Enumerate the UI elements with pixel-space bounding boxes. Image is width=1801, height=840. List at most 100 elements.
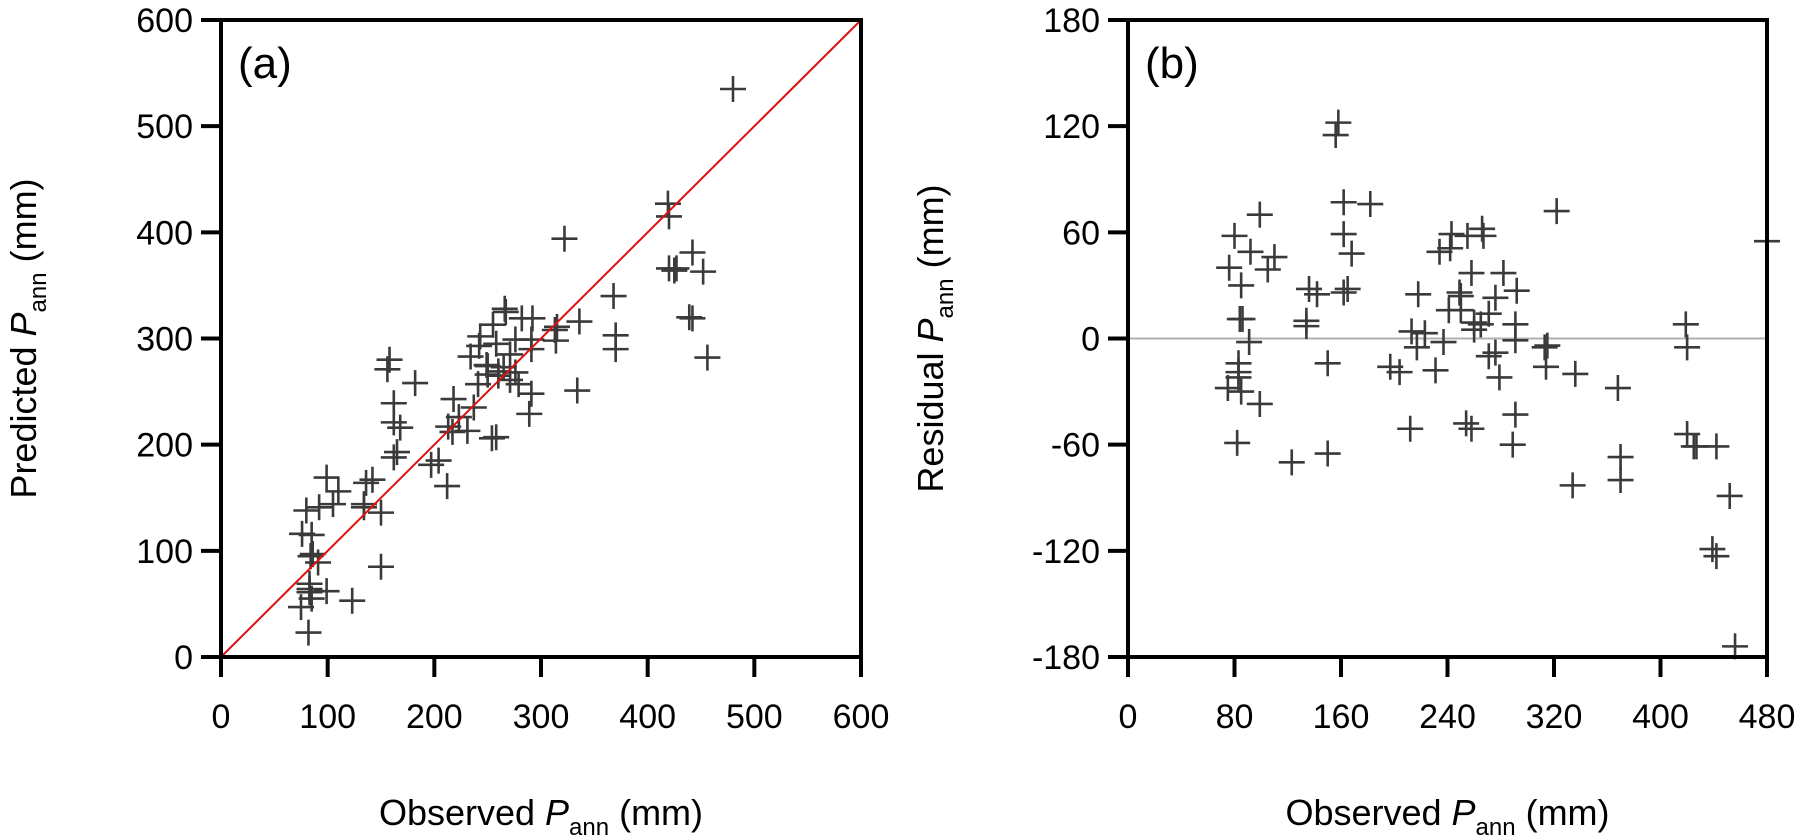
data-point-marker bbox=[1261, 244, 1288, 271]
data-point-marker bbox=[1398, 318, 1425, 345]
x-tick-label: 0 bbox=[1119, 698, 1138, 736]
data-point-marker bbox=[1607, 444, 1634, 471]
data-point-marker bbox=[1338, 240, 1365, 267]
y-tick-label: 200 bbox=[136, 427, 193, 465]
data-point-marker bbox=[353, 469, 380, 496]
data-point-marker bbox=[306, 494, 333, 521]
y-title-prefix: Residual bbox=[910, 342, 951, 492]
data-point-marker bbox=[387, 414, 414, 441]
y-title-italic: P bbox=[3, 312, 44, 336]
data-point-marker bbox=[497, 341, 524, 368]
y-title-suffix: (mm) bbox=[3, 178, 44, 272]
data-point-marker bbox=[564, 377, 591, 404]
panel-b-markers bbox=[1214, 109, 1780, 660]
y-tick-label: 500 bbox=[136, 108, 193, 146]
data-point-marker bbox=[663, 255, 690, 282]
panel-b-x-ticks: 0 80 160 240 320 400 480 bbox=[1119, 657, 1796, 736]
data-point-marker bbox=[1503, 277, 1530, 304]
data-point-marker bbox=[1386, 359, 1413, 386]
data-point-marker bbox=[1334, 275, 1361, 302]
data-point-marker bbox=[1502, 327, 1529, 354]
data-point-marker bbox=[1475, 343, 1502, 370]
data-point-marker bbox=[492, 298, 519, 325]
data-point-marker bbox=[445, 404, 472, 431]
data-point-marker bbox=[483, 424, 510, 451]
data-point-marker bbox=[518, 380, 545, 407]
data-point-marker bbox=[551, 225, 578, 252]
data-point-marker bbox=[434, 473, 461, 500]
x-title-prefix: Observed bbox=[379, 792, 545, 833]
data-point-marker bbox=[1469, 215, 1496, 242]
data-point-marker bbox=[679, 305, 706, 332]
data-point-marker bbox=[1438, 221, 1465, 248]
data-point-marker bbox=[313, 464, 340, 491]
data-point-marker bbox=[1534, 332, 1561, 359]
data-point-marker bbox=[1470, 222, 1497, 249]
panel-b-label: (b) bbox=[1145, 39, 1199, 88]
x-tick-label: 0 bbox=[212, 698, 231, 736]
y-title-italic: P bbox=[910, 318, 951, 342]
x-title-italic: P bbox=[1452, 792, 1476, 833]
y-title-subscript: ann bbox=[932, 278, 959, 318]
x-tick-label: 480 bbox=[1739, 698, 1796, 736]
data-point-marker bbox=[1325, 109, 1352, 136]
data-point-marker bbox=[1278, 449, 1305, 476]
panel-a-x-ticks: 0 100 200 300 400 500 600 bbox=[212, 657, 889, 736]
x-title-subscript: ann bbox=[1476, 814, 1516, 840]
y-tick-label: 180 bbox=[1043, 2, 1100, 40]
data-point-marker bbox=[1699, 536, 1726, 563]
data-point-marker bbox=[1330, 221, 1357, 248]
data-point-marker bbox=[368, 553, 394, 580]
panel-a-label: (a) bbox=[238, 39, 292, 88]
data-point-marker bbox=[339, 587, 366, 614]
data-point-marker bbox=[1314, 350, 1341, 377]
x-title-suffix: (mm) bbox=[1516, 792, 1610, 833]
panel-b-x-axis-title: Observed Pann (mm) bbox=[1285, 792, 1609, 840]
data-point-marker bbox=[1674, 334, 1701, 361]
data-point-marker bbox=[1461, 316, 1488, 343]
data-point-marker bbox=[1405, 281, 1432, 308]
data-point-marker bbox=[298, 585, 325, 612]
data-point-marker bbox=[380, 409, 407, 436]
x-title-italic: P bbox=[545, 792, 569, 833]
data-point-marker bbox=[466, 332, 493, 359]
data-point-marker bbox=[1403, 334, 1430, 361]
data-point-marker bbox=[368, 499, 394, 526]
data-point-marker bbox=[1562, 360, 1589, 387]
data-point-marker bbox=[297, 543, 324, 570]
data-point-marker bbox=[1216, 254, 1243, 281]
y-tick-label: -120 bbox=[1032, 533, 1100, 571]
data-point-marker bbox=[720, 76, 746, 103]
panel-a-predicted-vs-observed: 0 100 200 300 400 500 600 0100200300400500600 … bbox=[3, 2, 889, 840]
data-point-marker bbox=[1221, 222, 1248, 249]
data-point-marker bbox=[1225, 364, 1252, 391]
data-point-marker bbox=[1330, 279, 1357, 306]
panel-b-residual-vs-observed: 0 80 160 240 320 400 480 -180-120-60060120180 … bbox=[910, 2, 1795, 840]
panel-a-y-ticks: 0 100 200 300 400 500 600 bbox=[136, 2, 221, 677]
data-point-marker bbox=[1214, 375, 1241, 402]
panel-a-markers bbox=[288, 76, 746, 646]
y-title-suffix: (mm) bbox=[910, 184, 951, 278]
data-point-marker bbox=[440, 386, 467, 413]
data-point-marker bbox=[325, 478, 352, 505]
data-point-marker bbox=[1437, 235, 1464, 262]
data-point-marker bbox=[1453, 410, 1480, 437]
x-tick-label: 320 bbox=[1526, 698, 1583, 736]
data-point-marker bbox=[1322, 122, 1349, 149]
data-point-marker bbox=[1422, 357, 1449, 384]
data-point-marker bbox=[1482, 284, 1509, 311]
data-point-marker bbox=[350, 494, 377, 521]
data-point-marker bbox=[1533, 353, 1560, 380]
data-point-marker bbox=[402, 370, 429, 397]
data-point-marker bbox=[1559, 472, 1586, 499]
data-point-marker bbox=[1531, 334, 1558, 361]
y-title-prefix: Predicted bbox=[3, 336, 44, 498]
data-point-marker bbox=[313, 578, 340, 605]
data-point-marker bbox=[1314, 440, 1341, 467]
data-point-marker bbox=[656, 203, 682, 230]
data-point-marker bbox=[1672, 311, 1699, 338]
x-tick-label: 300 bbox=[513, 698, 570, 736]
data-point-marker bbox=[1236, 329, 1263, 356]
data-point-marker bbox=[1357, 191, 1384, 218]
